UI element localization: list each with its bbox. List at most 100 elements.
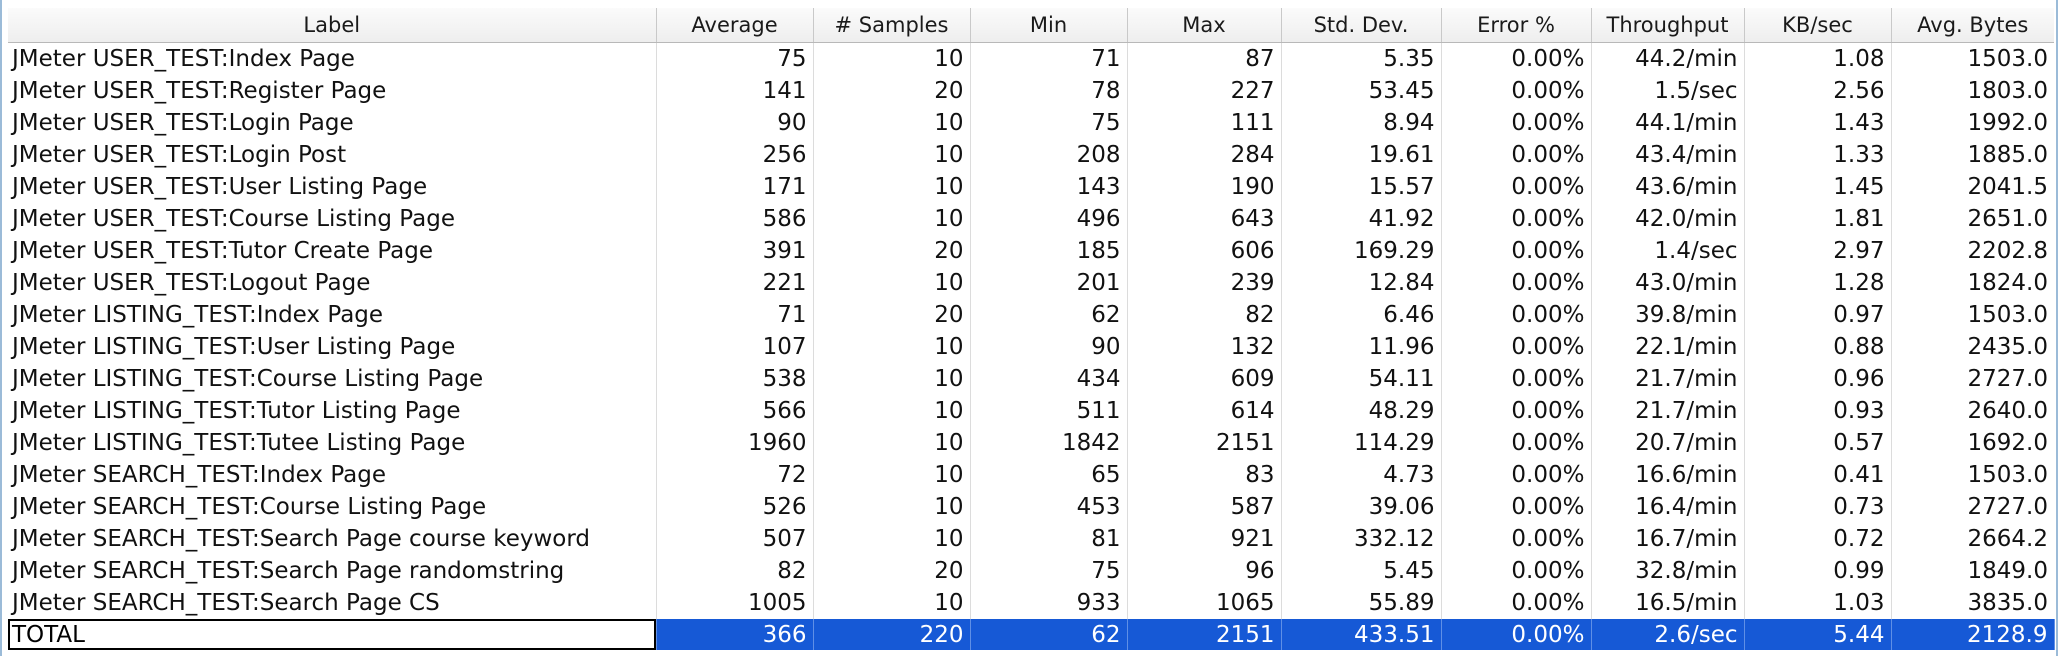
cell-error-percent[interactable]: 0.00% bbox=[1441, 427, 1592, 459]
cell-samples[interactable]: 10 bbox=[813, 363, 971, 395]
cell-error-percent[interactable]: 0.00% bbox=[1441, 363, 1592, 395]
cell-label[interactable]: JMeter SEARCH_TEST:Search Page CS bbox=[8, 587, 657, 619]
column-header-samples[interactable]: # Samples bbox=[813, 8, 971, 43]
cell-avg-bytes[interactable]: 2727.0 bbox=[1967, 366, 2048, 392]
cell-average[interactable]: 1005 bbox=[656, 587, 814, 619]
cell-kb-sec[interactable]: 1.28 bbox=[1744, 267, 1892, 299]
cell-average[interactable]: 507 bbox=[656, 523, 814, 555]
cell-samples[interactable]: 10 bbox=[813, 427, 971, 459]
cell-label[interactable]: JMeter LISTING_TEST:Tutee Listing Page bbox=[8, 427, 657, 459]
cell-label[interactable]: JMeter SEARCH_TEST:Index Page bbox=[8, 459, 657, 491]
column-header-kb-sec[interactable]: KB/sec bbox=[1744, 8, 1892, 43]
cell-average[interactable]: 107 bbox=[656, 331, 814, 363]
cell-min[interactable]: 71 bbox=[970, 42, 1128, 75]
cell-avg-bytes[interactable]: 3835.0 bbox=[1967, 590, 2048, 616]
cell-avg-bytes[interactable]: 1503.0 bbox=[1967, 302, 2048, 328]
cell-kb-sec[interactable]: 1.81 bbox=[1744, 203, 1892, 235]
cell-throughput[interactable]: 16.7/min bbox=[1591, 523, 1745, 555]
cell-error-percent[interactable]: 0.00% bbox=[1441, 139, 1592, 171]
cell-kb-sec[interactable]: 1.03 bbox=[1744, 587, 1892, 619]
cell-throughput[interactable]: 1.4/sec bbox=[1591, 235, 1745, 267]
cell-throughput[interactable]: 22.1/min bbox=[1591, 331, 1745, 363]
cell-std-dev[interactable]: 5.35 bbox=[1281, 42, 1442, 75]
cell-max[interactable]: 643 bbox=[1127, 203, 1282, 235]
table-row[interactable]: JMeter LISTING_TEST:Tutee Listing Page 19… bbox=[8, 427, 2054, 459]
cell-throughput[interactable]: 44.1/min bbox=[1591, 107, 1745, 139]
total-cell-error-percent[interactable]: 0.00% bbox=[1441, 619, 1592, 650]
cell-error-percent[interactable]: 0.00% bbox=[1441, 331, 1592, 363]
cell-min[interactable]: 90 bbox=[970, 331, 1128, 363]
cell-average[interactable]: 171 bbox=[656, 171, 814, 203]
cell-samples[interactable]: 10 bbox=[813, 395, 971, 427]
cell-throughput[interactable]: 16.5/min bbox=[1591, 587, 1745, 619]
cell-error-percent[interactable]: 0.00% bbox=[1441, 299, 1592, 331]
cell-avg-bytes[interactable]: 1824.0 bbox=[1967, 270, 2048, 296]
cell-samples[interactable]: 10 bbox=[813, 491, 971, 523]
cell-std-dev[interactable]: 48.29 bbox=[1281, 395, 1442, 427]
column-header-std-dev[interactable]: Std. Dev. bbox=[1281, 8, 1442, 43]
cell-average[interactable]: 586 bbox=[656, 203, 814, 235]
table-row[interactable]: JMeter SEARCH_TEST:Index Page 72 10 65 83 4.7… bbox=[8, 459, 2054, 491]
cell-std-dev[interactable]: 53.45 bbox=[1281, 75, 1442, 107]
cell-error-percent[interactable]: 0.00% bbox=[1441, 203, 1592, 235]
cell-avg-bytes[interactable]: 1503.0 bbox=[1967, 46, 2048, 72]
cell-error-percent[interactable]: 0.00% bbox=[1441, 75, 1592, 107]
cell-average[interactable]: 82 bbox=[656, 555, 814, 587]
cell-samples[interactable]: 20 bbox=[813, 235, 971, 267]
table-row[interactable]: JMeter USER_TEST:Tutor Create Page 391 20 1… bbox=[8, 235, 2054, 267]
cell-samples[interactable]: 20 bbox=[813, 299, 971, 331]
cell-std-dev[interactable]: 8.94 bbox=[1281, 107, 1442, 139]
cell-avg-bytes[interactable]: 1692.0 bbox=[1967, 430, 2048, 456]
cell-max[interactable]: 132 bbox=[1127, 331, 1282, 363]
cell-min[interactable]: 496 bbox=[970, 203, 1128, 235]
cell-kb-sec[interactable]: 0.72 bbox=[1744, 523, 1892, 555]
cell-max[interactable]: 96 bbox=[1127, 555, 1282, 587]
cell-min[interactable]: 933 bbox=[970, 587, 1128, 619]
cell-max[interactable]: 614 bbox=[1127, 395, 1282, 427]
cell-average[interactable]: 71 bbox=[656, 299, 814, 331]
cell-std-dev[interactable]: 41.92 bbox=[1281, 203, 1442, 235]
cell-samples[interactable]: 20 bbox=[813, 555, 971, 587]
column-header-avg-bytes[interactable]: Avg. Bytes bbox=[1891, 8, 2054, 43]
table-row[interactable]: JMeter LISTING_TEST:Index Page 71 20 62 82 6.… bbox=[8, 299, 2054, 331]
cell-label[interactable]: JMeter USER_TEST:Tutor Create Page bbox=[8, 235, 657, 267]
cell-std-dev[interactable]: 6.46 bbox=[1281, 299, 1442, 331]
total-cell-std-dev[interactable]: 433.51 bbox=[1281, 619, 1442, 650]
cell-error-percent[interactable]: 0.00% bbox=[1441, 491, 1592, 523]
summary-report-table[interactable]: Label Average # Samples Min Max Std. Dev… bbox=[8, 8, 2055, 650]
total-cell-samples[interactable]: 220 bbox=[813, 619, 971, 650]
cell-samples[interactable]: 20 bbox=[813, 75, 971, 107]
cell-kb-sec[interactable]: 1.43 bbox=[1744, 107, 1892, 139]
cell-avg-bytes[interactable]: 2202.8 bbox=[1967, 238, 2048, 264]
cell-max[interactable]: 82 bbox=[1127, 299, 1282, 331]
cell-samples[interactable]: 10 bbox=[813, 267, 971, 299]
column-header-label[interactable]: Label bbox=[8, 8, 657, 43]
cell-samples[interactable]: 10 bbox=[813, 171, 971, 203]
cell-label[interactable]: JMeter USER_TEST:Register Page bbox=[8, 75, 657, 107]
cell-avg-bytes[interactable]: 1803.0 bbox=[1967, 78, 2048, 104]
cell-average[interactable]: 221 bbox=[656, 267, 814, 299]
cell-label[interactable]: JMeter USER_TEST:Logout Page bbox=[8, 267, 657, 299]
table-row[interactable]: JMeter USER_TEST:Login Post 256 10 208 284 19… bbox=[8, 139, 2054, 171]
cell-min[interactable]: 62 bbox=[970, 299, 1128, 331]
cell-avg-bytes[interactable]: 2664.2 bbox=[1967, 526, 2048, 552]
cell-kb-sec[interactable]: 1.08 bbox=[1744, 42, 1892, 75]
cell-std-dev[interactable]: 5.45 bbox=[1281, 555, 1442, 587]
table-row[interactable]: JMeter LISTING_TEST:Course Listing Page 5… bbox=[8, 363, 2054, 395]
column-header-average[interactable]: Average bbox=[656, 8, 814, 43]
cell-error-percent[interactable]: 0.00% bbox=[1441, 235, 1592, 267]
cell-kb-sec[interactable]: 0.93 bbox=[1744, 395, 1892, 427]
cell-avg-bytes[interactable]: 2727.0 bbox=[1967, 494, 2048, 520]
cell-error-percent[interactable]: 0.00% bbox=[1441, 395, 1592, 427]
cell-max[interactable]: 227 bbox=[1127, 75, 1282, 107]
cell-samples[interactable]: 10 bbox=[813, 459, 971, 491]
cell-std-dev[interactable]: 12.84 bbox=[1281, 267, 1442, 299]
cell-min[interactable]: 81 bbox=[970, 523, 1128, 555]
cell-kb-sec[interactable]: 0.99 bbox=[1744, 555, 1892, 587]
cell-throughput[interactable]: 21.7/min bbox=[1591, 363, 1745, 395]
cell-avg-bytes[interactable]: 1849.0 bbox=[1967, 558, 2048, 584]
cell-samples[interactable]: 10 bbox=[813, 139, 971, 171]
table-row[interactable]: JMeter USER_TEST:User Listing Page 171 10 1… bbox=[8, 171, 2054, 203]
cell-samples[interactable]: 10 bbox=[813, 523, 971, 555]
cell-min[interactable]: 1842 bbox=[970, 427, 1128, 459]
